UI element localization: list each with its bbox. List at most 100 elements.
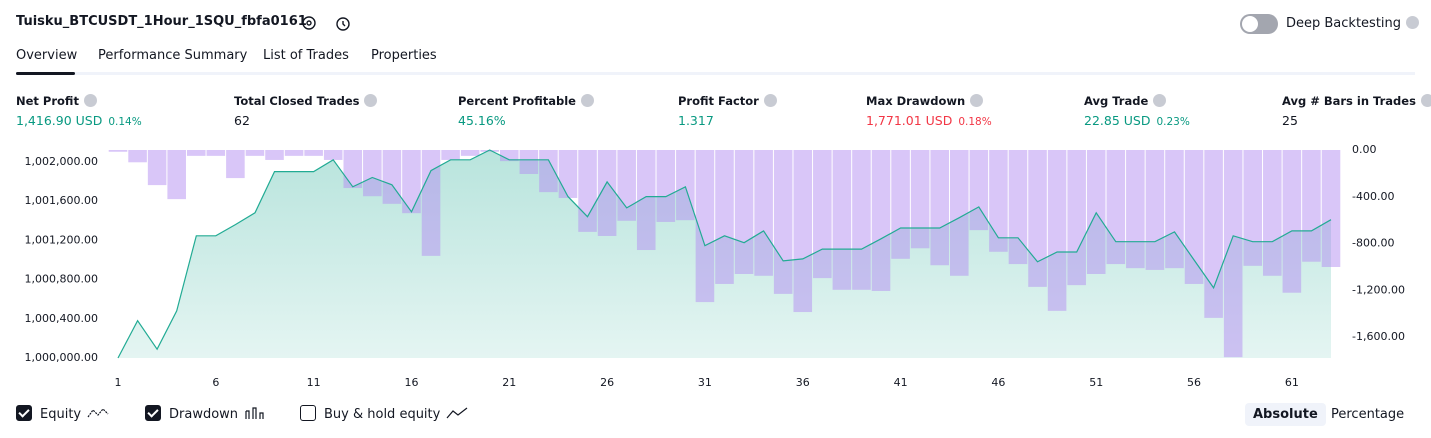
equity-line xyxy=(117,149,1332,359)
metric-value-text: 22.85 USD xyxy=(1084,113,1151,128)
drawdown-bar xyxy=(852,150,871,290)
drawdown-bar xyxy=(539,150,558,193)
drawdown-bar xyxy=(441,150,460,160)
legend-icon xyxy=(446,407,468,419)
metric-value: 22.85 USD 0.23% xyxy=(1084,113,1190,128)
drawdown-bar xyxy=(1243,150,1263,266)
drawdown-bar xyxy=(695,150,715,303)
y-tick-label: 1,001,600.00 xyxy=(25,194,98,207)
drawdown-bar xyxy=(1223,150,1243,358)
metric-label-text: Percent Profitable xyxy=(458,94,576,108)
metric-value: 62 xyxy=(234,113,250,128)
drawdown-bar xyxy=(832,150,852,290)
info-icon[interactable] xyxy=(580,94,594,107)
metric-label: Avg # Bars in Trades xyxy=(1282,94,1431,108)
drawdown-bar xyxy=(1008,150,1028,265)
legend-item[interactable]: Buy & hold equity xyxy=(300,405,470,422)
drawdown-bar xyxy=(343,150,363,189)
info-icon[interactable] xyxy=(763,94,777,107)
drawdown-bar xyxy=(1165,150,1184,269)
metric-value-text: 45.16% xyxy=(458,113,506,128)
drawdown-bar xyxy=(206,150,226,156)
legend-icon xyxy=(87,408,109,418)
drawdown-bar xyxy=(304,150,323,156)
info-icon[interactable] xyxy=(83,94,97,107)
drawdown-bar xyxy=(480,150,500,152)
settings-icon-center xyxy=(306,20,312,26)
info-icon[interactable] xyxy=(1153,94,1167,107)
info-icon[interactable] xyxy=(364,94,378,107)
toggle-label: Deep Backtesting xyxy=(1286,16,1420,31)
legend-item[interactable]: Drawdown xyxy=(145,405,268,422)
x-tick-label: 61 xyxy=(1285,376,1299,389)
y2-tick-label: 0.00 xyxy=(1352,143,1377,156)
y-tick-label: 1,002,000.00 xyxy=(25,155,98,168)
drawdown-bar xyxy=(578,150,597,232)
alert-icon[interactable] xyxy=(336,17,350,31)
drawdown-bar xyxy=(500,150,519,162)
drawdown-bar xyxy=(1106,150,1126,265)
drawdown-bar xyxy=(871,150,891,291)
metric-percent: 0.14% xyxy=(108,116,142,128)
y-tick-label: 1,000,000.00 xyxy=(25,351,98,364)
drawdown-bar xyxy=(284,150,304,156)
checkbox[interactable] xyxy=(145,405,161,421)
header-icons xyxy=(302,16,350,31)
drawdown-bar xyxy=(1282,150,1302,293)
drawdown-bar xyxy=(636,150,656,251)
y2-tick-label: -1,200.00 xyxy=(1352,283,1405,296)
drawdown-bar xyxy=(226,150,245,179)
drawdown-bar xyxy=(793,150,813,313)
metric-value-text: 25 xyxy=(1282,113,1298,128)
x-tick-label: 11 xyxy=(307,376,321,389)
legend-label: Equity xyxy=(40,407,82,422)
drawdown-bar xyxy=(558,150,578,198)
settings-icon[interactable] xyxy=(302,16,316,30)
drawdown-bar xyxy=(597,150,617,236)
metric-label-text: Avg Trade xyxy=(1084,94,1149,108)
strategy-title: Tuisku_BTCUSDT_1Hour_1SQU_fbfa0161 xyxy=(16,14,307,29)
x-tick-label: 41 xyxy=(894,376,908,389)
tab[interactable]: Properties xyxy=(371,48,437,63)
drawdown-bar xyxy=(676,150,695,221)
drawdown-bar xyxy=(891,150,910,259)
checkbox[interactable] xyxy=(300,405,316,421)
drawdown-bar xyxy=(989,150,1008,252)
drawdown-bar xyxy=(813,150,832,279)
drawdown-bar xyxy=(167,150,186,200)
x-tick-label: 31 xyxy=(698,376,712,389)
x-tick-label: 36 xyxy=(796,376,810,389)
metric-value: 45.16% xyxy=(458,113,506,128)
alert-icon-hands xyxy=(342,21,346,27)
tab[interactable]: Performance Summary xyxy=(98,48,248,63)
drawdown-bar xyxy=(265,150,284,160)
y2-tick-label: -800.00 xyxy=(1352,237,1394,250)
drawdown-bar xyxy=(949,150,969,276)
metric-percent: 0.18% xyxy=(958,116,992,128)
x-tick-label: 1 xyxy=(115,376,122,389)
x-tick-label: 16 xyxy=(404,376,418,389)
equity-chart: 1,000,000.00 1,000,400.00 1,000,800.00 1,00… xyxy=(25,143,1405,389)
deep-backtesting-toggle[interactable] xyxy=(1240,14,1278,34)
checkbox[interactable] xyxy=(16,405,32,421)
y-tick-label: 1,001,200.00 xyxy=(25,233,98,246)
tab[interactable]: List of Trades xyxy=(263,48,349,63)
tab[interactable]: Overview xyxy=(16,48,78,63)
help-icon[interactable] xyxy=(1406,16,1420,29)
legend-item[interactable]: Equity xyxy=(16,405,111,422)
metric-value: 1.317 xyxy=(678,113,714,128)
metric-label: Avg Trade xyxy=(1084,94,1167,108)
mode-button[interactable]: Absolute xyxy=(1245,403,1326,426)
drawdown-bar xyxy=(382,150,402,204)
metric-value: 1,416.90 USD 0.14% xyxy=(16,113,142,128)
metric-label-text: Max Drawdown xyxy=(866,94,966,108)
drawdown-bar xyxy=(363,150,382,197)
mode-button[interactable]: Percentage xyxy=(1331,407,1405,422)
info-icon[interactable] xyxy=(1420,94,1431,107)
info-icon[interactable] xyxy=(970,94,984,107)
metric-label: Total Closed Trades xyxy=(234,94,378,108)
y-tick-label: 1,000,400.00 xyxy=(25,312,98,325)
drawdown-bar xyxy=(1047,150,1067,311)
drawdown-bar xyxy=(147,150,167,186)
